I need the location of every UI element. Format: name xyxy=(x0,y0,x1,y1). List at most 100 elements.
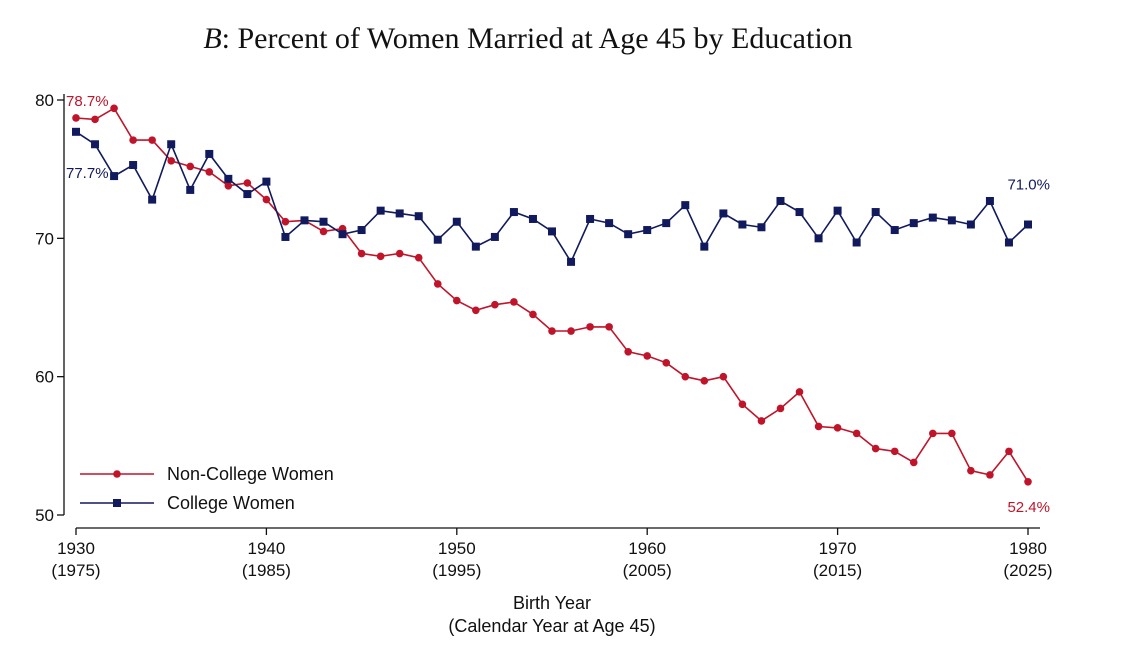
data-point xyxy=(490,232,499,241)
data-point xyxy=(110,172,119,181)
data-point xyxy=(433,235,442,244)
x-tick-sublabel: (2015) xyxy=(813,561,862,580)
data-point xyxy=(814,234,823,243)
data-point xyxy=(662,359,671,367)
data-point xyxy=(243,190,252,199)
data-point xyxy=(91,115,99,124)
data-point xyxy=(129,161,138,170)
x-tick-sublabel: (1975) xyxy=(51,561,100,580)
series-layer xyxy=(72,104,1032,486)
y-tick-label: 70 xyxy=(35,229,54,248)
data-point xyxy=(700,242,709,251)
data-point xyxy=(528,214,537,223)
data-point xyxy=(795,388,804,396)
data-point xyxy=(567,327,575,335)
data-point xyxy=(357,249,366,258)
data-point xyxy=(395,209,404,218)
data-point xyxy=(776,196,785,205)
data-point xyxy=(376,206,385,215)
data-point xyxy=(586,214,595,223)
data-point xyxy=(719,372,728,381)
data-point xyxy=(643,226,652,235)
data-point xyxy=(414,212,423,221)
x-tick-label: 1980 xyxy=(1009,539,1047,558)
data-point xyxy=(1004,238,1013,247)
data-point xyxy=(948,429,956,438)
data-point xyxy=(909,458,918,467)
data-point xyxy=(586,323,594,331)
data-point xyxy=(338,230,347,239)
chart-title: B: Percent of Women Married at Age 45 by… xyxy=(203,22,852,55)
data-point xyxy=(376,252,385,261)
data-point xyxy=(605,219,614,228)
data-point xyxy=(186,162,195,171)
x-axis-subtitle: (Calendar Year at Age 45) xyxy=(448,616,655,636)
data-point xyxy=(453,296,461,305)
data-label: 71.0% xyxy=(1007,177,1050,194)
data-point xyxy=(1024,478,1032,486)
chart-title-rest: : Percent of Women Married at Age 45 by … xyxy=(222,22,853,55)
series-college-women xyxy=(72,127,1032,266)
data-point xyxy=(624,347,632,356)
annotations: 78.7% 52.4% 77.7% 71.0% xyxy=(66,93,1050,516)
data-point xyxy=(605,323,613,331)
x-tick-label: 1970 xyxy=(819,539,857,558)
data-point xyxy=(186,185,195,194)
x-tick-sublabel: (1985) xyxy=(242,561,291,580)
data-point xyxy=(510,298,518,306)
chart-title-prefix: B xyxy=(203,22,221,55)
data-point xyxy=(224,181,233,190)
x-tick-sublabel: (2005) xyxy=(623,561,672,580)
x-tick-label: 1930 xyxy=(57,539,95,558)
data-point xyxy=(776,404,785,413)
data-point xyxy=(491,300,499,309)
data-point xyxy=(985,196,994,205)
data-point xyxy=(548,327,556,335)
data-point xyxy=(966,220,975,229)
data-point xyxy=(890,447,899,456)
data-point xyxy=(833,424,842,432)
data-point xyxy=(205,168,214,176)
data-point xyxy=(243,179,252,187)
data-point xyxy=(548,227,556,236)
data-point xyxy=(567,257,576,266)
data-point xyxy=(471,242,480,251)
data-point xyxy=(319,227,328,236)
data-point xyxy=(719,209,728,218)
data-point xyxy=(262,195,271,204)
legend-swatch-marker xyxy=(113,499,121,507)
data-point xyxy=(148,136,156,144)
data-point xyxy=(967,466,975,475)
x-tick-label: 1960 xyxy=(628,539,666,558)
data-point xyxy=(281,217,290,226)
x-tick-sublabel: (2025) xyxy=(1003,561,1052,580)
data-point xyxy=(433,280,442,288)
legend-item: College Women xyxy=(80,493,295,513)
data-point xyxy=(224,174,233,183)
x-axis-title: Birth Year xyxy=(513,593,591,613)
data-point xyxy=(167,140,176,149)
data-point xyxy=(72,127,80,136)
data-point xyxy=(852,238,861,247)
data-point xyxy=(947,216,956,225)
data-point xyxy=(871,444,880,453)
data-point xyxy=(72,114,80,122)
data-point xyxy=(738,220,747,229)
data-point xyxy=(700,377,709,385)
data-point xyxy=(871,208,880,217)
data-point xyxy=(662,219,671,228)
legend-swatch-marker xyxy=(113,470,121,478)
data-point xyxy=(795,208,804,217)
data-point xyxy=(414,253,423,262)
data-point xyxy=(357,226,366,235)
data-point xyxy=(681,201,690,210)
data-point xyxy=(1005,447,1013,456)
legend-label: Non-College Women xyxy=(167,464,334,484)
data-label: 78.7% xyxy=(66,93,109,110)
legend-label: College Women xyxy=(167,493,295,513)
data-point xyxy=(319,217,328,226)
data-point xyxy=(757,417,766,425)
data-point xyxy=(167,157,175,165)
data-point xyxy=(148,195,157,204)
data-point xyxy=(890,226,899,235)
